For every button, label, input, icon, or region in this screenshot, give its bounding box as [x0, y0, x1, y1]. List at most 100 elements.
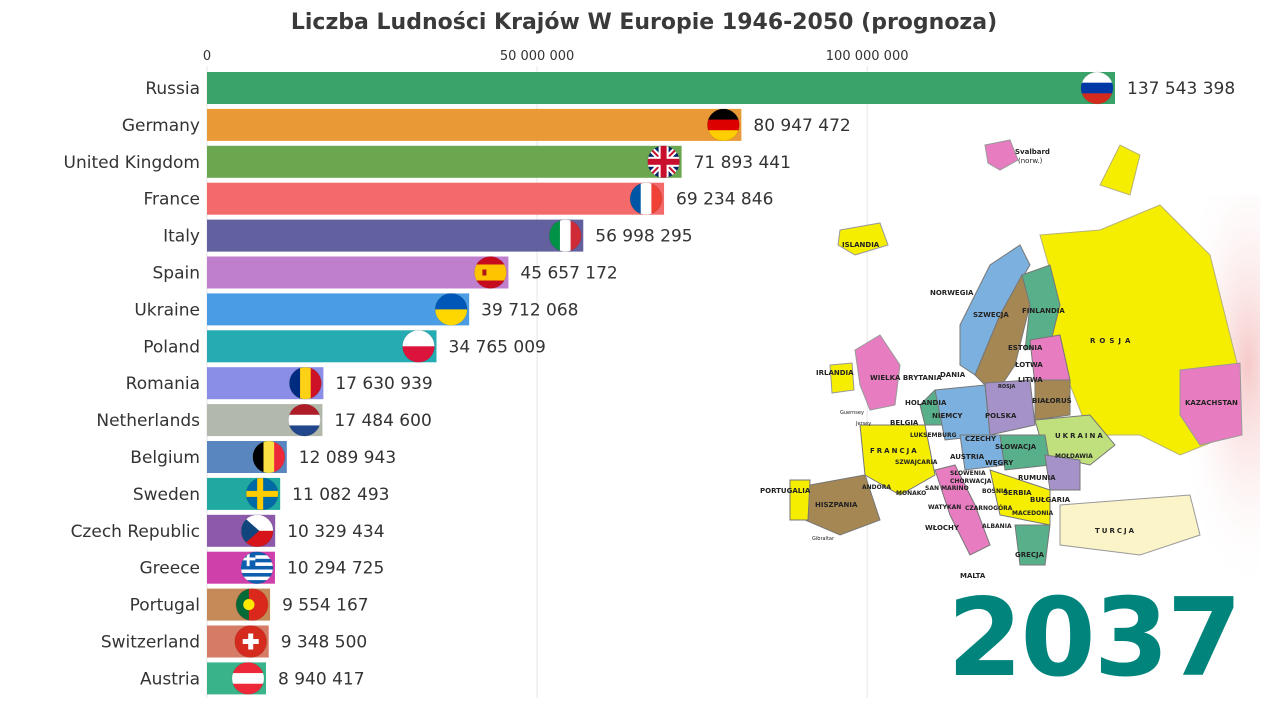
map-label-lithuania: LITWA [1018, 376, 1043, 384]
spain-flag-icon [474, 256, 507, 289]
map-label-turkey: TURCJA [1095, 527, 1136, 535]
category-label: Romania [126, 374, 200, 394]
bar-row: Germany 80 947 472 [122, 108, 851, 142]
map-label-macedonia: MACEDONIA [1012, 510, 1053, 517]
bar [207, 256, 509, 289]
value-label: 34 765 009 [449, 337, 546, 357]
france-region [859, 424, 936, 496]
map-label-croatia: CHORWACJA [950, 478, 992, 485]
value-label: 12 089 943 [299, 448, 396, 468]
bar-row: Poland 34 765 009 [143, 329, 546, 363]
russia-flag-icon [1081, 72, 1113, 104]
value-label: 80 947 472 [753, 116, 850, 136]
map-label-greece: GRECJA [1015, 551, 1045, 559]
map-label-italy: WŁOCHY [925, 524, 960, 532]
map-label-ukraine: UKRAINA [1055, 432, 1105, 440]
value-label: 11 082 493 [292, 485, 389, 505]
map-label-hungary: WĘGRY [985, 459, 1014, 467]
bar [207, 108, 742, 141]
ukraine-flag-icon [435, 293, 468, 326]
italy-region [934, 464, 991, 556]
switzerland-flag-icon [234, 625, 267, 658]
portugal-flag-icon [236, 588, 269, 621]
category-label: Russia [145, 79, 200, 99]
map-label-romania: RUMUNIA [1018, 474, 1056, 482]
bar-row: Spain 45 657 172 [153, 256, 618, 289]
category-label: Ukraine [134, 300, 200, 320]
chart-title: Liczba Ludności Krajów W Europie 1946-20… [290, 10, 998, 35]
value-label: 56 998 295 [595, 227, 692, 247]
kazakhstan-region [1179, 362, 1243, 446]
map-label-sweden: SZWECJA [973, 311, 1009, 319]
belarus-region [1034, 379, 1071, 421]
map-label-czechia: CZECHY [965, 435, 997, 443]
map-label-svalbard: Svalbard [1015, 148, 1050, 156]
category-label: Austria [140, 669, 200, 689]
map-label-austria: AUSTRIA [950, 453, 985, 461]
france-flag-icon [630, 182, 663, 215]
category-label: France [143, 190, 200, 210]
category-label: Poland [143, 337, 200, 357]
map-label-bulgaria: BUŁGARIA [1030, 496, 1071, 504]
category-label: Belgium [130, 448, 200, 468]
value-label: 9 554 167 [282, 596, 369, 616]
map-label-vatican: WATYKAN [928, 504, 961, 511]
map-label-san-marino: SAN MARINO [925, 485, 969, 492]
bar-row: Sweden 11 082 493 [133, 477, 390, 511]
austria-flag-icon [232, 662, 265, 695]
bar-row: Belgium 12 089 943 [130, 440, 396, 474]
map-label-norw: (norw.) [1018, 157, 1043, 165]
map-label-germany: NIEMCY [932, 412, 963, 420]
turkey-region [1059, 494, 1201, 556]
value-label: 39 712 068 [481, 300, 578, 320]
bar [207, 182, 665, 215]
value-label: 17 630 939 [335, 374, 432, 394]
sweden-flag-icon [246, 477, 279, 510]
map-label-portugal: PORTUGALIA [760, 487, 811, 495]
category-label: Greece [139, 559, 200, 579]
map-label-slovakia: SŁOWACJA [995, 443, 1037, 451]
map-label-montenegro: CZARNOGÓRA [965, 505, 1013, 512]
map-label-finland: FINLANDIA [1022, 307, 1065, 315]
uk-flag-icon [647, 145, 680, 178]
category-label: United Kingdom [64, 153, 200, 173]
value-label: 9 348 500 [281, 633, 368, 653]
map-label-belarus: BIAŁORUŚ [1032, 396, 1072, 405]
map-label-ireland: IRLANDIA [816, 369, 854, 377]
bar-row: Austria 8 940 417 [140, 661, 365, 695]
bar-row: Italy 56 998 295 [163, 219, 693, 253]
value-label: 69 234 846 [676, 190, 773, 210]
bar [207, 293, 470, 326]
bar-row: Ukraine 39 712 068 [134, 292, 579, 326]
map-label-guernsey: Guernsey [840, 410, 864, 416]
year-counter: 2037 [947, 576, 1242, 701]
x-tick-label: 0 [203, 49, 211, 64]
poland-region [984, 379, 1036, 436]
category-label: Italy [163, 227, 200, 247]
bar-row: Czech Republic 10 329 434 [71, 514, 385, 548]
map-label-denmark: DANIA [940, 371, 966, 379]
value-label: 45 657 172 [520, 264, 617, 284]
romania-flag-icon [289, 367, 322, 400]
value-label: 10 294 725 [287, 559, 384, 579]
europe-map: ISLANDIA Svalbard (norw.) NORWEGIA SZWEC… [760, 139, 1260, 580]
category-label: Netherlands [96, 411, 200, 431]
map-label-switzerland: SZWAJCARIA [895, 459, 938, 466]
novaya-zemlya-region [1099, 144, 1141, 196]
map-label-monaco: MONAKO [896, 490, 926, 497]
bar-row: Russia 137 543 398 [145, 71, 1235, 105]
map-label-malta: MALTA [960, 572, 986, 580]
map-label-latvia: ŁOTWA [1014, 361, 1043, 369]
czech-flag-icon [241, 514, 274, 547]
map-label-estonia: ESTONIA [1008, 344, 1043, 352]
belgium-flag-icon [252, 441, 285, 473]
map-label-luxembourg: LUKSEMBURG [910, 432, 957, 439]
netherlands-flag-icon [288, 404, 321, 437]
value-label: 17 484 600 [334, 411, 431, 431]
map-label-iceland: ISLANDIA [842, 241, 880, 249]
bar [207, 72, 1115, 104]
value-label: 137 543 398 [1127, 79, 1235, 99]
bar [207, 145, 682, 178]
ireland-region [829, 362, 855, 394]
